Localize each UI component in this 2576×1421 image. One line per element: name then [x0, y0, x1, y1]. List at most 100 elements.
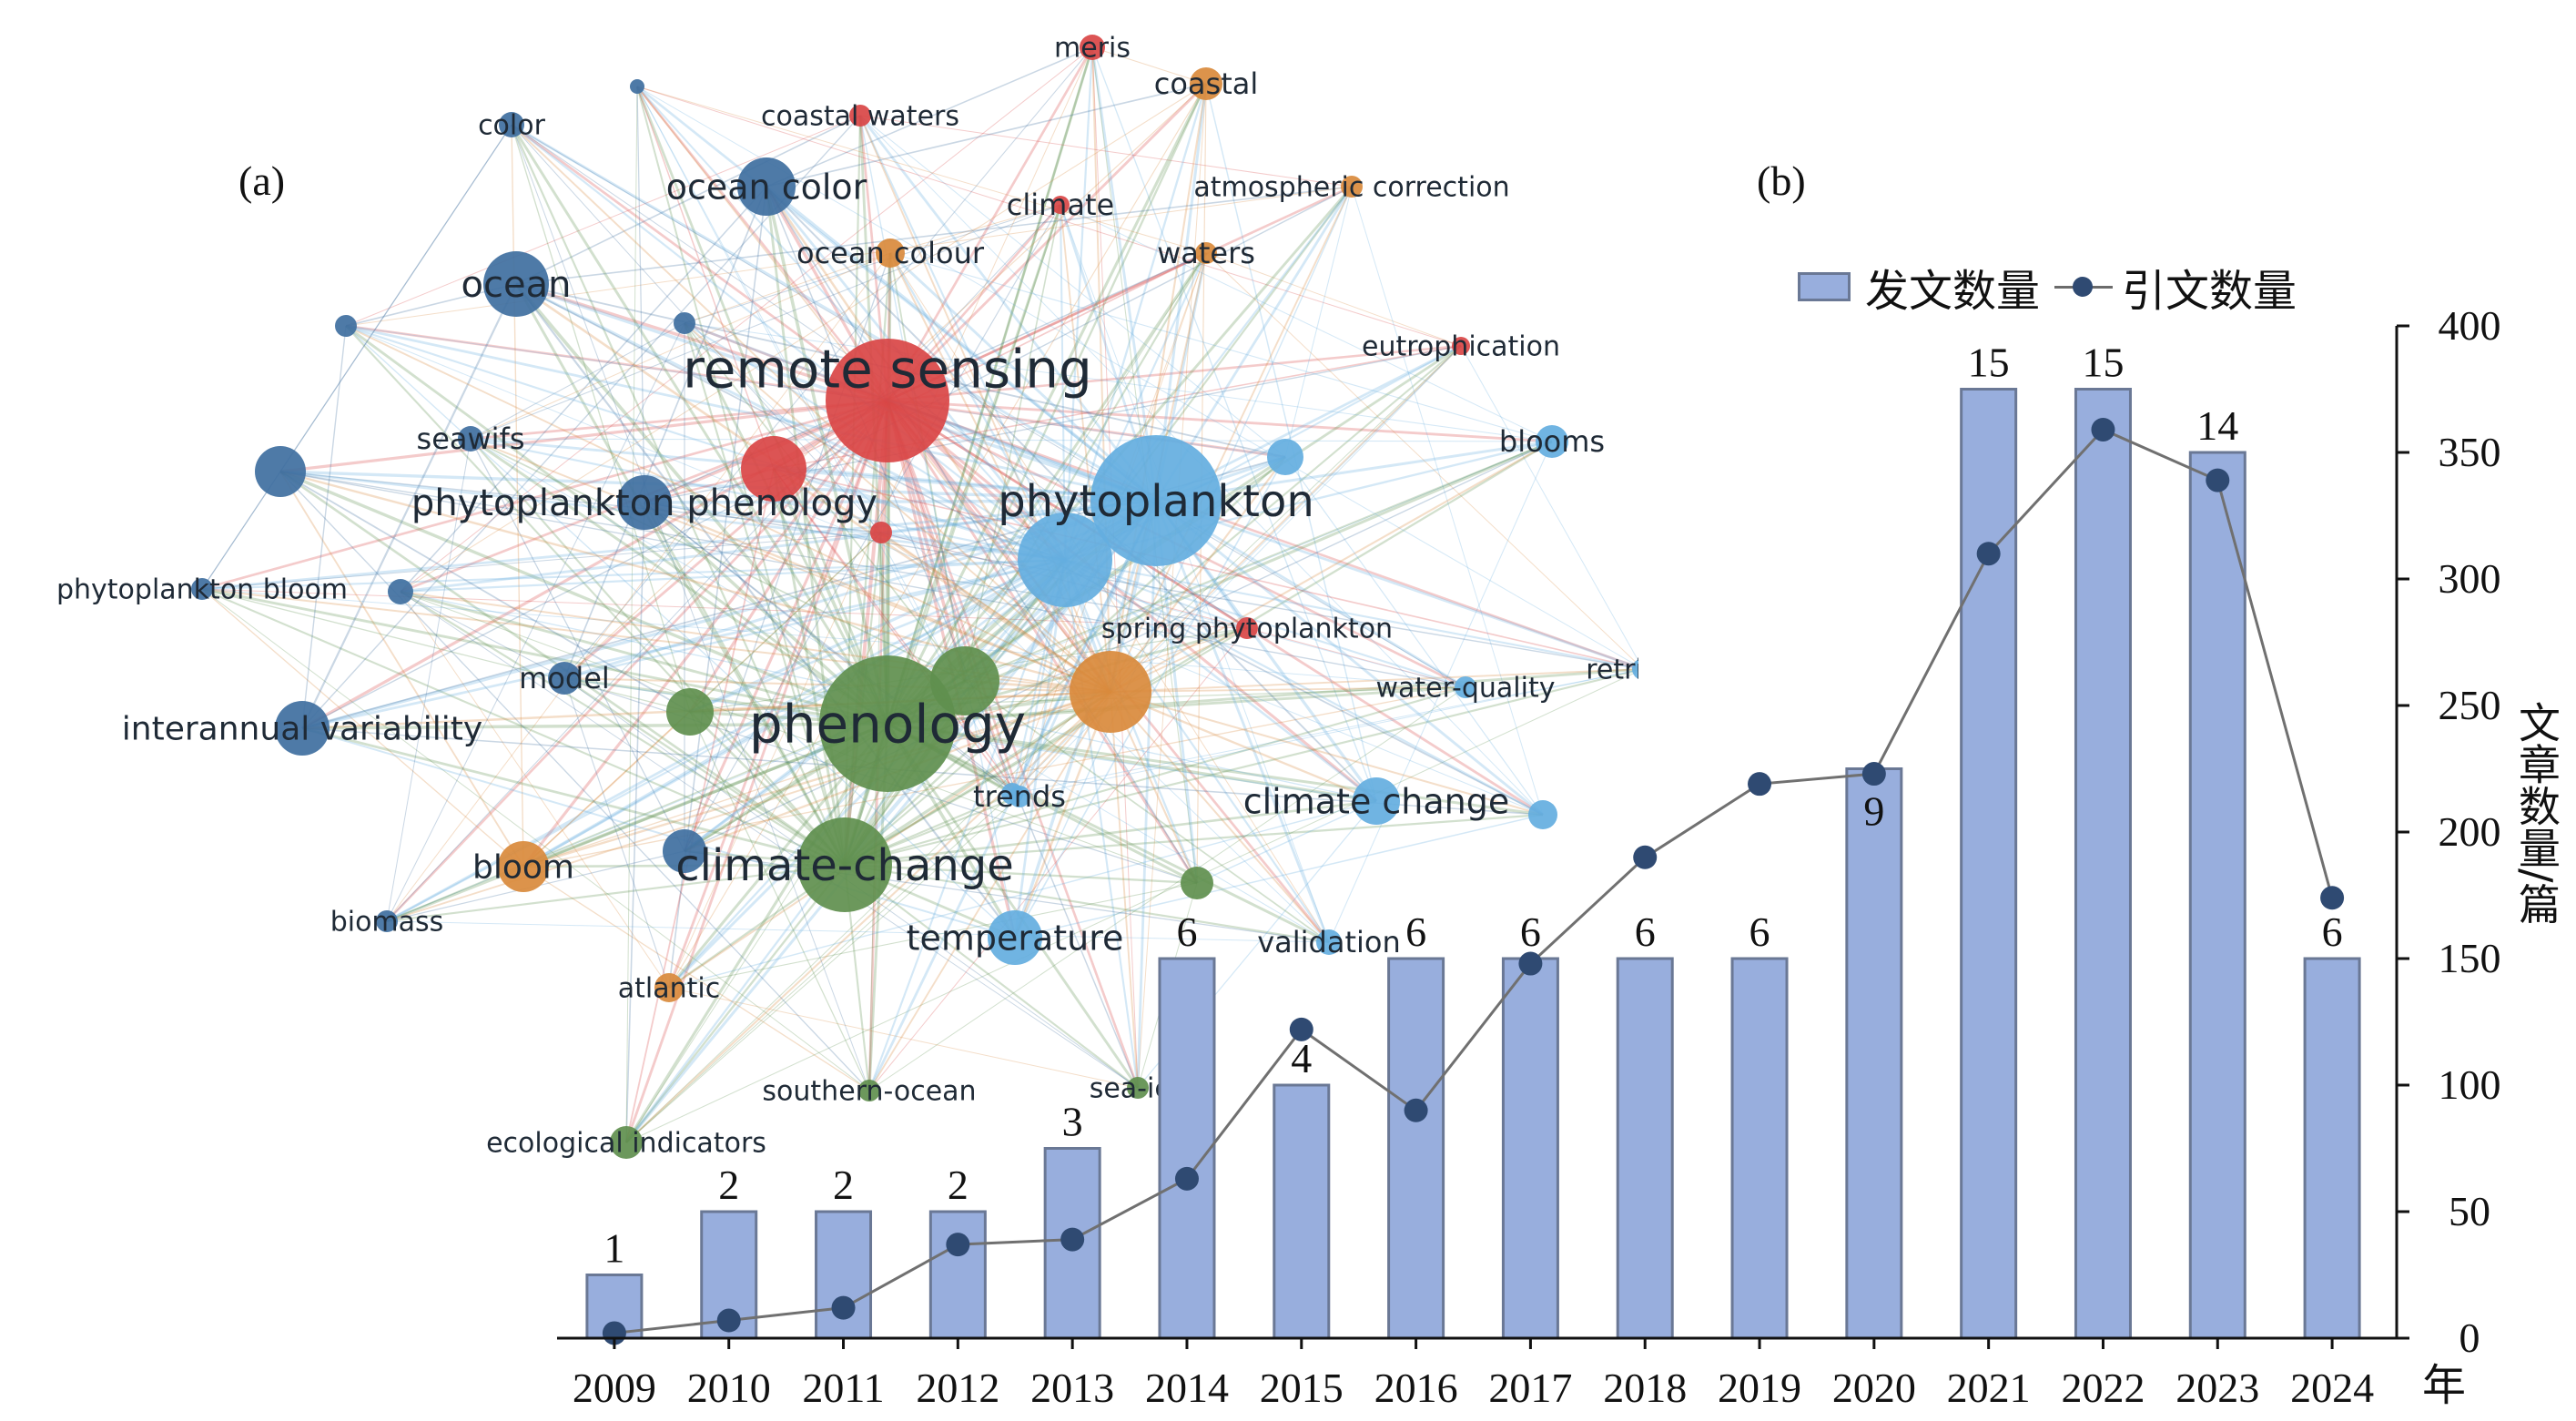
network-edge: [522, 690, 1111, 868]
bar-value-label: 9: [1863, 788, 1884, 835]
y-tick-label: 150: [2439, 935, 2501, 981]
network-edge: [301, 186, 1353, 729]
network-edge: [868, 691, 1111, 1091]
network-edge: [625, 691, 1111, 1143]
network-node-ecological-indicators: [610, 1126, 643, 1159]
bar-value-label: 6: [1635, 908, 1656, 955]
x-tick-label: 2012: [916, 1365, 999, 1411]
network-edge: [765, 186, 1112, 693]
network-edge: [522, 558, 1066, 868]
network-edge: [1136, 500, 1158, 1089]
network-edge: [1460, 345, 1638, 663]
network-edge: [684, 322, 1330, 943]
network-node: [870, 522, 892, 543]
network-edge: [400, 499, 1157, 594]
network-edge: [201, 558, 1066, 591]
network-edge: [1063, 46, 1094, 561]
network-edge: [345, 324, 1157, 502]
network-edge: [859, 115, 1286, 458]
x-tick-label: 2021: [1947, 1365, 2031, 1411]
network-edge: [563, 558, 1066, 680]
network-edge: [889, 252, 966, 682]
network-edge: [636, 85, 1157, 502]
network-edge: [964, 204, 1061, 682]
network-edge: [1060, 204, 1553, 442]
network-node: [630, 79, 644, 94]
network-label-atlantic: atlantic: [618, 973, 720, 1005]
network-edge: [511, 124, 691, 713]
network-edge: [563, 677, 846, 866]
network-edge: [301, 283, 517, 729]
network-edge: [886, 252, 1208, 725]
network-edge: [683, 322, 847, 866]
network-edge: [636, 86, 1462, 347]
network-edge: [511, 124, 882, 533]
network-edge: [867, 559, 1067, 1091]
network-node-color: [499, 112, 524, 137]
network-edge: [400, 591, 846, 866]
network-edge: [563, 399, 888, 680]
network-edge: [886, 82, 1208, 402]
network-label-blooms: blooms: [1499, 424, 1605, 459]
x-tick-label: 2024: [2290, 1365, 2374, 1411]
bar-2017: [1501, 957, 1559, 1340]
network-edge: [887, 399, 1377, 803]
network-node: [388, 579, 413, 604]
network-edge: [773, 468, 1638, 669]
network-edge: [625, 796, 1020, 1143]
network-edge: [689, 558, 1066, 714]
network-edge: [886, 46, 1094, 725]
bar-value-label: 6: [2322, 908, 2343, 955]
network-edge: [400, 591, 1139, 1089]
citation-point-2017: [1518, 951, 1543, 976]
network-edge: [887, 344, 1462, 402]
citation-point-2018: [1633, 845, 1658, 869]
network-edge: [1154, 500, 1331, 943]
network-edge: [964, 441, 1553, 682]
network-edge: [668, 987, 1139, 1089]
network-edge: [279, 399, 888, 473]
network-edge: [345, 325, 1286, 458]
network-edge: [1063, 83, 1208, 561]
network-label-interannual-variability: interannual variability: [122, 711, 482, 748]
network-edge: [624, 500, 1158, 1143]
network-edge: [886, 83, 1208, 725]
network-edge: [400, 46, 1093, 593]
bar-2019: [1730, 957, 1789, 1340]
bar-2024: [2303, 957, 2361, 1340]
network-label-phytoplankton: phytoplankton: [998, 476, 1314, 527]
network-edge: [470, 322, 685, 440]
network-edge: [301, 722, 888, 730]
network-edge: [887, 685, 1466, 726]
network-edge: [1110, 691, 1544, 816]
network-edge: [844, 690, 1111, 867]
network-node: [741, 436, 806, 502]
network-edge: [514, 283, 847, 866]
x-tick-label: 2022: [2061, 1365, 2145, 1411]
network-edge: [773, 467, 1111, 694]
network-edge: [766, 186, 1377, 802]
network-edge: [1154, 83, 1208, 502]
network-edge: [644, 502, 1020, 797]
network-edge: [625, 793, 1013, 1143]
network-edge: [515, 282, 888, 402]
network-edge: [844, 627, 1248, 866]
network-edge: [766, 83, 1207, 188]
network-label-southern-ocean: southern-ocean: [762, 1076, 976, 1108]
network-edge: [1205, 252, 1638, 665]
network-labels: remote sensing meris coastal waters climate…: [56, 33, 1638, 1160]
network-node-temperature: [988, 910, 1042, 965]
network-nodes: [191, 35, 1638, 1159]
network-edge: [1196, 800, 1377, 884]
network-edge: [889, 204, 1061, 254]
network-edge: [886, 46, 1094, 401]
bar-2023: [2188, 451, 2246, 1340]
network-edge: [684, 204, 1061, 324]
network-label-bloom: bloom: [472, 849, 574, 887]
y-tick-label: 0: [2459, 1314, 2480, 1361]
network-edge: [868, 627, 1248, 1091]
x-tick-label: 2014: [1145, 1365, 1229, 1411]
network-edge: [625, 502, 645, 1143]
bar-2015: [1273, 1083, 1331, 1340]
